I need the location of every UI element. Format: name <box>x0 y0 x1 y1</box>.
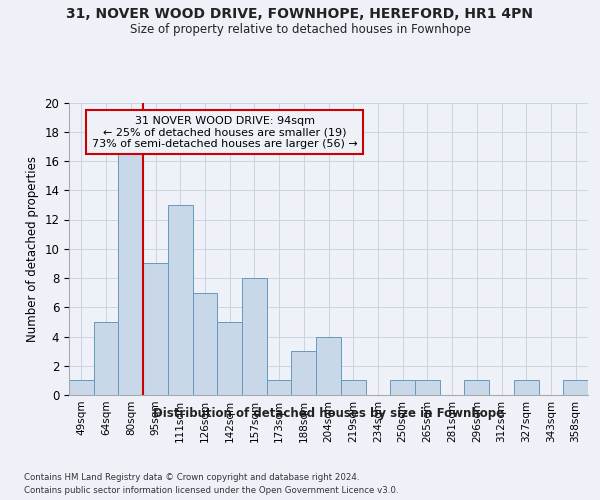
Text: Contains HM Land Registry data © Crown copyright and database right 2024.: Contains HM Land Registry data © Crown c… <box>24 472 359 482</box>
Text: 31 NOVER WOOD DRIVE: 94sqm
← 25% of detached houses are smaller (19)
73% of semi: 31 NOVER WOOD DRIVE: 94sqm ← 25% of deta… <box>92 116 358 149</box>
Bar <box>267 380 292 395</box>
Bar <box>390 380 415 395</box>
Bar <box>143 264 168 395</box>
Bar <box>118 146 143 395</box>
Bar <box>415 380 440 395</box>
Bar <box>514 380 539 395</box>
Bar <box>464 380 489 395</box>
Y-axis label: Number of detached properties: Number of detached properties <box>26 156 39 342</box>
Bar <box>168 205 193 395</box>
Bar <box>193 292 217 395</box>
Bar <box>242 278 267 395</box>
Text: Distribution of detached houses by size in Fownhope: Distribution of detached houses by size … <box>153 408 505 420</box>
Bar <box>563 380 588 395</box>
Text: 31, NOVER WOOD DRIVE, FOWNHOPE, HEREFORD, HR1 4PN: 31, NOVER WOOD DRIVE, FOWNHOPE, HEREFORD… <box>67 8 533 22</box>
Bar <box>341 380 365 395</box>
Bar <box>69 380 94 395</box>
Bar <box>316 336 341 395</box>
Bar <box>217 322 242 395</box>
Text: Size of property relative to detached houses in Fownhope: Size of property relative to detached ho… <box>130 22 470 36</box>
Bar <box>292 351 316 395</box>
Text: Contains public sector information licensed under the Open Government Licence v3: Contains public sector information licen… <box>24 486 398 495</box>
Bar <box>94 322 118 395</box>
